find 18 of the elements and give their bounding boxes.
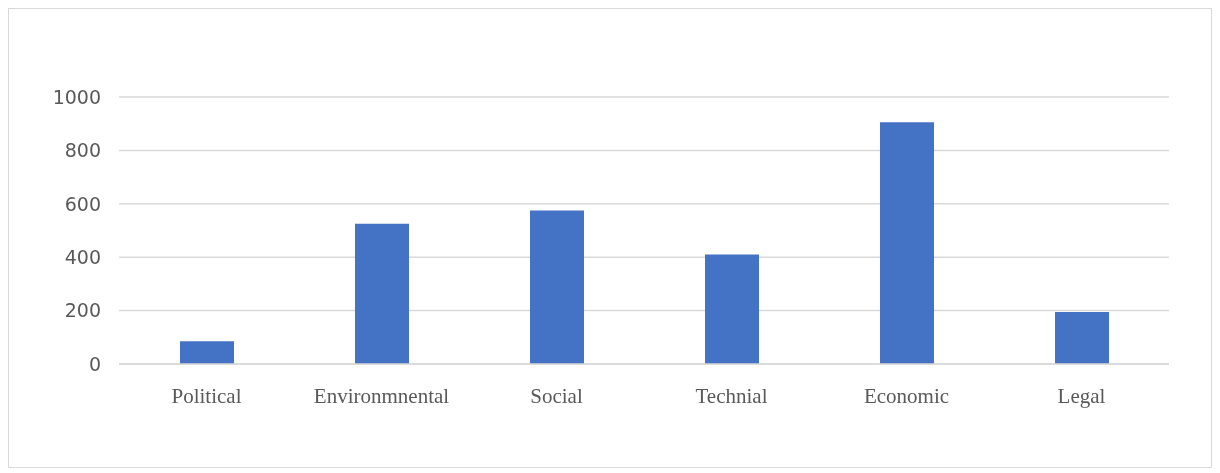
bar xyxy=(705,254,759,364)
bar xyxy=(530,210,584,364)
y-tick-label: 200 xyxy=(64,299,101,322)
x-tick-label: Technial xyxy=(695,383,768,408)
y-tick-label: 400 xyxy=(64,245,101,268)
y-tick-label: 600 xyxy=(64,192,101,215)
bar xyxy=(355,223,409,364)
x-tick-label: Political xyxy=(171,383,242,408)
y-tick-label: 0 xyxy=(88,352,101,375)
bar xyxy=(1055,311,1109,364)
y-tick-label: 800 xyxy=(64,139,101,162)
x-tick-label: Legal xyxy=(1057,383,1106,408)
bar xyxy=(180,341,234,364)
y-tick-label: 1000 xyxy=(52,85,101,108)
x-tick-label: Economic xyxy=(863,383,950,408)
bar xyxy=(880,122,934,364)
x-tick-label: Environmnental xyxy=(313,383,450,408)
x-tick-label: Social xyxy=(530,383,583,408)
